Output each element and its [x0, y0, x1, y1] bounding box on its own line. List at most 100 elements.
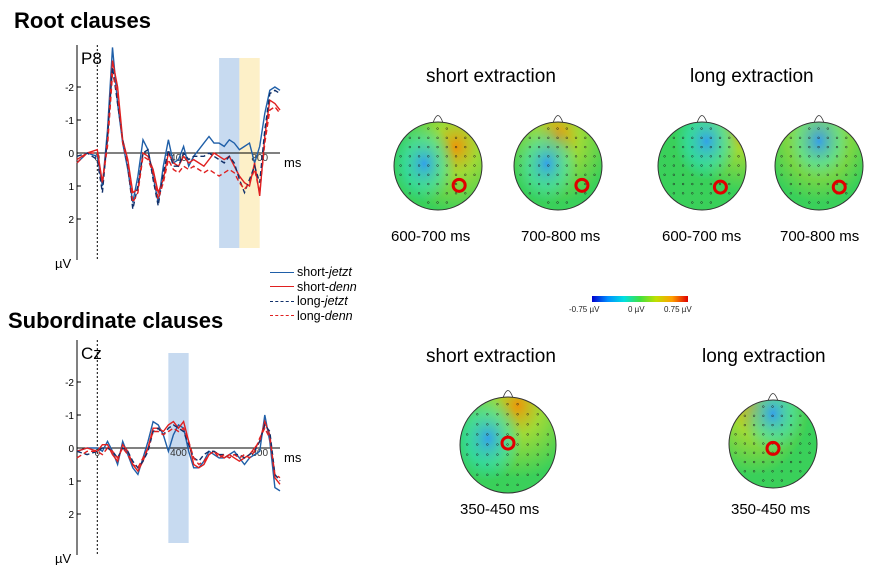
electrode-dot	[436, 192, 439, 195]
electrode-dot	[780, 405, 783, 408]
electrode-dot	[835, 155, 839, 158]
electrode-dot	[454, 173, 458, 176]
head-outline	[393, 121, 483, 211]
electrode-dot	[718, 136, 722, 139]
electrode-dot	[454, 164, 458, 167]
electrode-dot	[709, 182, 712, 186]
topomap-root-short-700-800	[513, 115, 603, 211]
electrode-dot	[496, 403, 499, 406]
legend-prefix: short-	[297, 265, 329, 279]
electrode-dot	[718, 173, 722, 176]
electrode-dot	[752, 433, 756, 436]
electrode-dot	[845, 145, 848, 149]
electrode-dot	[546, 443, 549, 446]
electrode-dot	[556, 155, 559, 158]
electrode-dot	[445, 201, 448, 204]
electrode-dot	[835, 136, 839, 139]
electrode-dot	[826, 127, 829, 130]
electrode-dot	[496, 423, 499, 426]
electrode-dot	[798, 164, 802, 167]
negative-region	[729, 400, 817, 488]
electrode-dot	[808, 451, 811, 454]
electrode-dot	[817, 192, 820, 195]
legend-word: denn	[324, 308, 353, 323]
legend-swatch	[270, 271, 294, 273]
electrode-dot	[691, 136, 694, 139]
electrode-dot	[808, 182, 811, 186]
y-tick-label: 0	[68, 444, 74, 455]
electrode-dot	[672, 136, 675, 139]
electrode-dot	[737, 173, 740, 176]
y-axis-label: µV	[55, 551, 71, 565]
y-tick-label: -1	[65, 411, 74, 422]
electrode-dot	[663, 173, 666, 176]
electrode-dot	[417, 192, 421, 195]
electrode-dot	[854, 155, 857, 158]
electrode-dot	[752, 460, 756, 464]
electrode-dot	[681, 173, 685, 176]
colorbar-mid-label: 0 µV	[628, 305, 645, 314]
electrode-dot	[436, 127, 439, 130]
electrode-dot	[780, 164, 783, 167]
electrode-dot	[436, 173, 439, 176]
electrode-dot	[417, 145, 421, 149]
electrode-dot	[672, 155, 675, 158]
electrode-dot	[700, 127, 703, 130]
negative-region	[514, 122, 602, 210]
electrode-dot	[556, 145, 559, 149]
electrode-dot	[516, 433, 519, 436]
electrode-dot	[700, 136, 703, 139]
electrode-dot	[536, 433, 539, 436]
electrode-dot	[516, 483, 519, 486]
series-line-long-denn	[76, 426, 281, 479]
electrode-dot	[417, 182, 421, 186]
nose-shape	[432, 115, 444, 124]
electrode-dot	[743, 433, 746, 436]
electrode-dot	[537, 182, 541, 186]
electrode-dot	[526, 433, 529, 436]
colorbar-min-label: -0.75 µV	[569, 305, 600, 314]
x-axis-label: ms	[284, 155, 302, 170]
electrode-dot	[547, 155, 550, 158]
electrode-dot	[476, 463, 479, 466]
electrode-dot	[528, 182, 531, 186]
electrode-dot	[528, 136, 531, 139]
y-tick-label: 2	[68, 215, 74, 226]
x-tick-label: 0	[95, 448, 101, 459]
head-outline	[657, 121, 747, 211]
electrode-dot	[799, 470, 802, 473]
electrode-dot	[417, 136, 421, 139]
electrode-dot	[408, 164, 411, 167]
topomap-root-long-600-700	[657, 115, 747, 211]
electrode-dot	[547, 164, 550, 167]
electrode-dot	[743, 442, 746, 445]
electrode-dot	[771, 423, 774, 427]
electrode-dot	[845, 173, 848, 176]
root-clauses-title: Root clauses	[14, 8, 151, 33]
electrode-dot	[672, 173, 675, 176]
electrode-dot	[718, 145, 722, 149]
electrode-dot	[789, 173, 792, 176]
electrode-dot	[798, 182, 802, 186]
electrode-dot	[506, 453, 509, 456]
legend-prefix: short-	[297, 279, 329, 294]
electrode-dot	[408, 182, 411, 186]
electrode-dot	[436, 145, 439, 149]
electrode-dot	[752, 470, 756, 473]
electrode-dot	[771, 470, 774, 473]
nose-shape	[552, 115, 564, 124]
electrode-dot	[771, 414, 774, 417]
electrode-dot	[445, 173, 448, 176]
electrode-dot	[496, 443, 499, 446]
electrode-dot	[817, 164, 820, 167]
head-outline	[459, 396, 557, 494]
electrode-dot	[799, 414, 802, 417]
electrode-dot	[454, 145, 458, 149]
electrode-dot	[728, 173, 731, 176]
electrode-dot	[743, 451, 746, 454]
y-tick-label: 0	[68, 149, 74, 160]
electrode-dot	[771, 460, 774, 464]
electrode-dot	[700, 173, 703, 176]
electrode-dot	[454, 192, 458, 195]
electrode-dot	[506, 473, 509, 476]
